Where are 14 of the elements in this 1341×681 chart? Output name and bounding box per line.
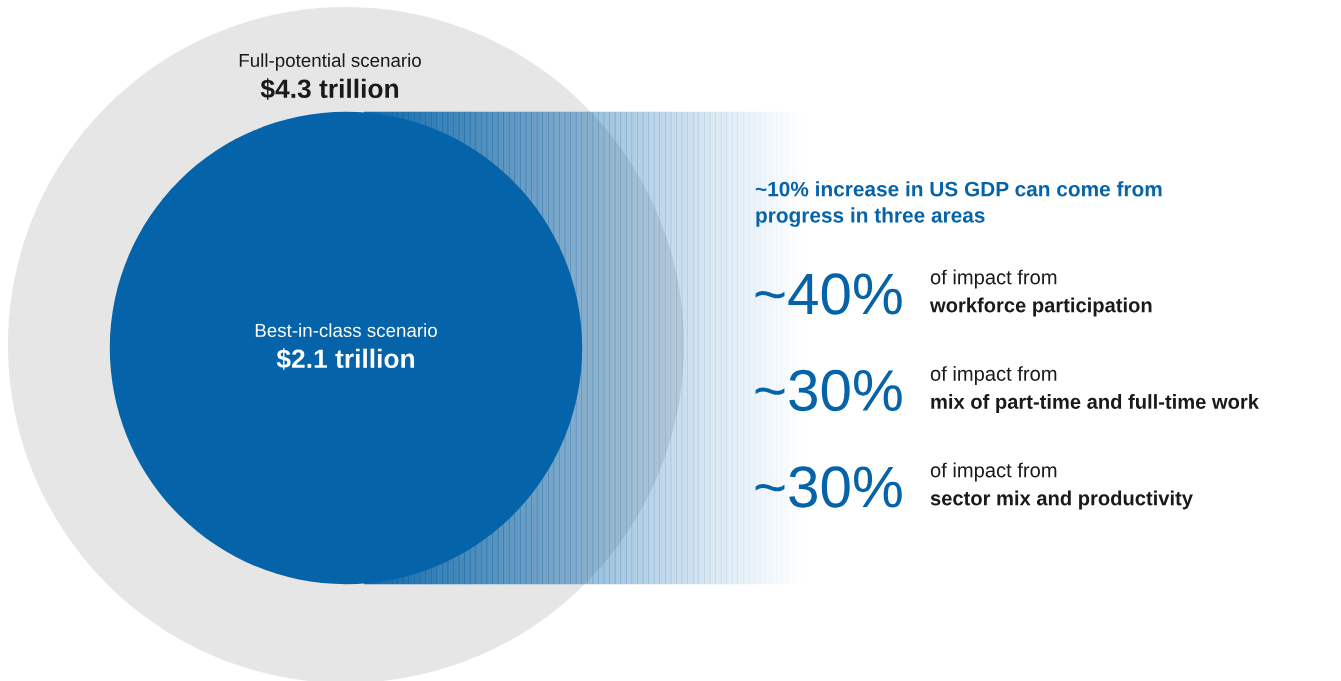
text: sector mix and productivity [930,490,1193,510]
text: of impact from [930,462,1057,482]
text: of impact from [930,269,1057,289]
text: ~10% increase in US GDP can come from progress in three areas [755,181,1162,227]
text: ~30% [755,466,902,508]
category-label: Best-in-class scenario [255,323,437,338]
category-label: Full-potential scenario [239,53,421,71]
text: ~40% [755,273,902,315]
text: of impact from [930,366,1057,385]
text: ~30% [755,369,902,412]
data-label: $4.3 trillion [260,78,399,100]
text: mix of part-time and full-time work [931,394,1259,413]
data-label: $2.1 trillion [276,348,415,370]
text: workforce participation [929,297,1152,317]
